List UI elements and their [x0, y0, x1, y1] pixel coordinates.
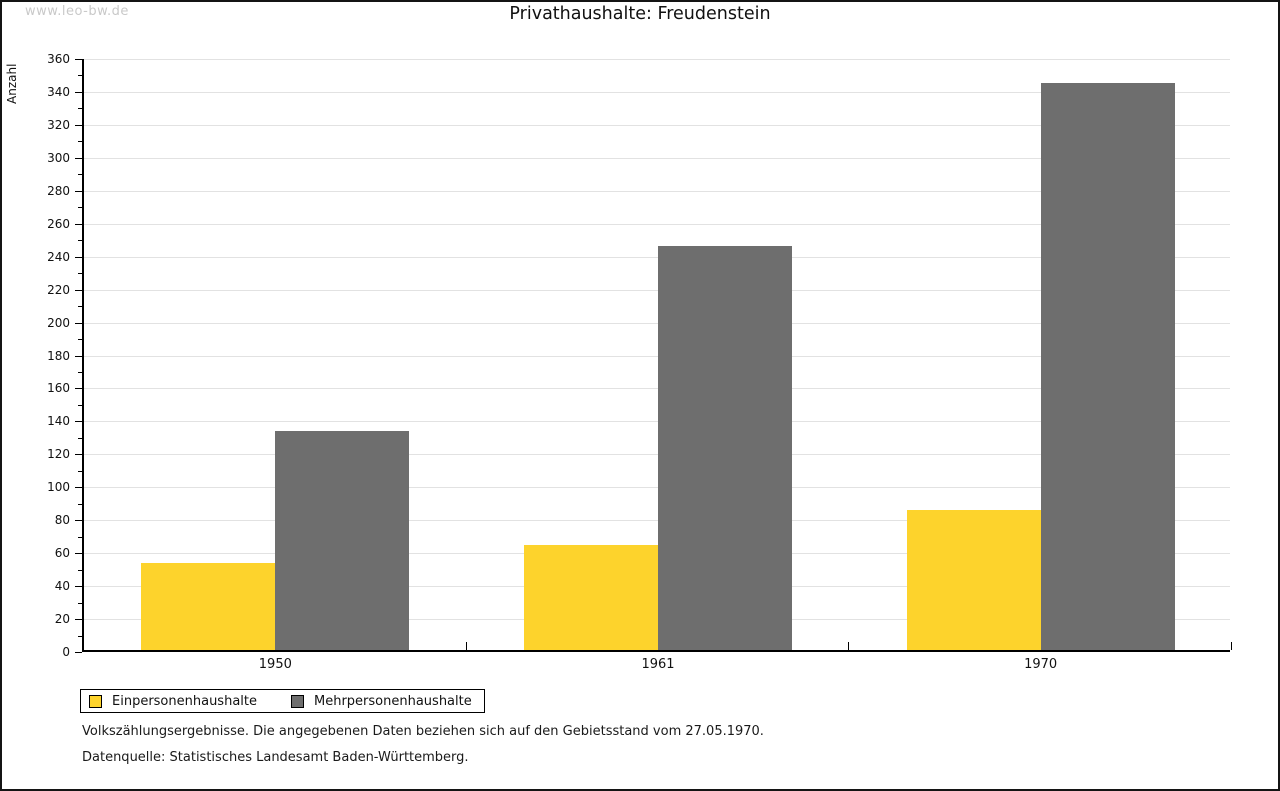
- legend: Einpersonenhaushalte Mehrpersonenhaushal…: [80, 689, 485, 713]
- legend-item-einpersonenhaushalte: Einpersonenhaushalte: [89, 694, 257, 709]
- y-tick-minor: [78, 339, 82, 341]
- gridline: [84, 124, 1230, 126]
- y-tick-major: [75, 586, 82, 588]
- y-tick-minor: [78, 174, 82, 176]
- y-tick-label: 360: [47, 52, 70, 66]
- y-tick-label: 40: [54, 579, 70, 594]
- gridline: [84, 355, 1230, 357]
- footnote-source-note: Volkszählungsergebnisse. Die angegebenen…: [82, 724, 764, 739]
- gridline: [84, 454, 1230, 456]
- axis-separator-tick: [465, 642, 467, 650]
- bar-mehrpersonenhaushalte-1970: [1040, 83, 1175, 650]
- y-tick-major: [75, 91, 82, 93]
- bar-einpersonenhaushalte-1961: [524, 544, 658, 650]
- y-tick-label: 140: [47, 414, 70, 429]
- y-tick-minor: [78, 240, 82, 242]
- y-tick-minor: [78, 371, 82, 373]
- y-tick-label: 200: [47, 315, 70, 330]
- y-tick-minor: [78, 404, 82, 406]
- gridline: [84, 322, 1230, 324]
- y-tick-major: [75, 59, 82, 60]
- y-tick-label: 180: [47, 348, 70, 363]
- gridline: [84, 223, 1230, 225]
- y-tick-major: [75, 421, 82, 423]
- y-tick-major: [75, 157, 82, 159]
- y-tick-label: 260: [47, 216, 70, 231]
- y-tick-major: [75, 388, 82, 390]
- gridline: [84, 256, 1230, 258]
- legend-swatch-yellow: [89, 694, 102, 708]
- plot-area: 0 20 40 60 80 100 120 140 160 180 200 220 240 260 280 3…: [47, 52, 1232, 672]
- y-tick-major: [75, 487, 82, 489]
- gridline: [84, 59, 1230, 60]
- gridline: [84, 520, 1230, 522]
- y-tick-label: 20: [54, 612, 70, 627]
- y-tick-major: [75, 124, 82, 126]
- x-tick-label: 1970: [1024, 657, 1058, 672]
- y-tick-minor: [78, 75, 82, 77]
- y-tick-major: [75, 619, 82, 621]
- y-tick-major: [75, 256, 82, 258]
- legend-label: Einpersonenhaushalte: [112, 693, 257, 709]
- y-tick-major: [75, 355, 82, 357]
- y-tick-minor: [78, 273, 82, 275]
- axis-separator-tick: [1231, 642, 1232, 650]
- y-tick-minor: [78, 536, 82, 538]
- footnote-data-source: Datenquelle: Statistisches Landesamt Bad…: [82, 750, 469, 765]
- gridline: [84, 157, 1230, 159]
- y-tick-minor: [78, 306, 82, 308]
- y-tick-major: [75, 322, 82, 324]
- y-tick-label: 240: [47, 249, 70, 264]
- gridline: [84, 289, 1230, 291]
- chart-title: Privathaushalte: Freudenstein: [509, 4, 771, 24]
- bar-mehrpersonenhaushalte-1950: [275, 430, 410, 650]
- gridline: [84, 487, 1230, 489]
- y-tick-minor: [78, 503, 82, 505]
- watermark-text: www.leo-bw.de: [25, 4, 129, 19]
- y-tick-label: 280: [47, 183, 70, 198]
- y-tick-label: 160: [47, 381, 70, 396]
- y-tick-label: 80: [54, 513, 70, 528]
- y-tick-label: 100: [47, 480, 70, 495]
- y-tick-major: [75, 190, 82, 192]
- gridline: [84, 421, 1230, 423]
- y-axis-title: Anzahl: [5, 63, 19, 104]
- y-tick-major: [75, 454, 82, 456]
- y-tick-label: 120: [47, 447, 70, 462]
- legend-label: Mehrpersonenhaushalte: [314, 693, 472, 709]
- y-tick-minor: [78, 602, 82, 604]
- x-tick-label: 1950: [258, 657, 292, 672]
- gridline: [84, 91, 1230, 93]
- legend-item-mehrpersonenhaushalte: Mehrpersonenhaushalte: [291, 694, 472, 709]
- legend-swatch-gray: [291, 694, 304, 708]
- y-tick-label: 300: [47, 150, 70, 165]
- y-tick-label: 220: [47, 282, 70, 297]
- bar-mehrpersonenhaushalte-1961: [658, 246, 792, 650]
- gridline: [84, 388, 1230, 390]
- y-tick-major: [75, 223, 82, 225]
- x-tick-label: 1961: [641, 657, 675, 672]
- bar-einpersonenhaushalte-1970: [906, 510, 1041, 650]
- y-tick-minor: [78, 569, 82, 571]
- axis-separator-tick: [848, 642, 850, 650]
- y-tick-label: 320: [47, 117, 70, 132]
- y-tick-major: [75, 289, 82, 291]
- y-tick-label: 340: [47, 84, 70, 99]
- y-tick-label: 60: [54, 546, 70, 561]
- y-tick-label: 0: [62, 645, 70, 659]
- y-tick-minor: [78, 437, 82, 439]
- y-tick-minor: [78, 635, 82, 637]
- gridline: [84, 190, 1230, 192]
- y-tick-minor: [78, 470, 82, 472]
- y-tick-minor: [78, 108, 82, 110]
- y-tick-major: [75, 520, 82, 522]
- y-tick-minor: [78, 207, 82, 209]
- y-tick-minor: [78, 141, 82, 143]
- y-tick-major: [75, 652, 82, 653]
- y-tick-major: [75, 553, 82, 555]
- bar-einpersonenhaushalte-1950: [141, 562, 276, 650]
